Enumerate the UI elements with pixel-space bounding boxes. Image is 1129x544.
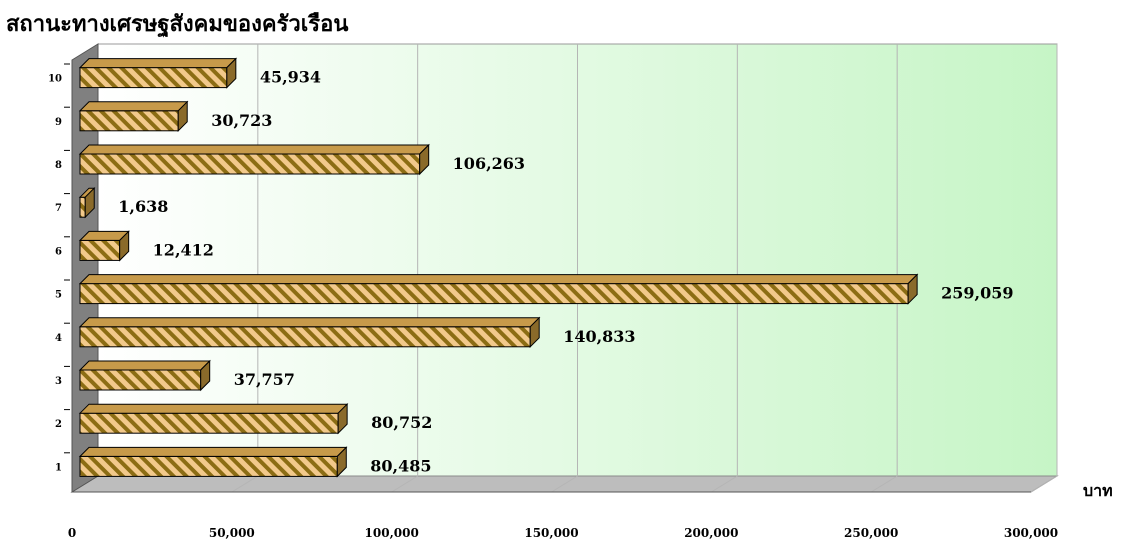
bar-top-face bbox=[78, 274, 919, 285]
category-label: 7 bbox=[55, 203, 62, 214]
bar bbox=[79, 67, 228, 89]
x-tick-label: 100,000 bbox=[365, 526, 419, 540]
data-label: 1,638 bbox=[118, 197, 168, 216]
x-tick-label: 250,000 bbox=[844, 526, 898, 540]
bar bbox=[79, 196, 86, 218]
category-label: 1 bbox=[55, 462, 62, 473]
data-label: 80,485 bbox=[370, 456, 431, 475]
gridline-floor bbox=[1030, 475, 1058, 493]
category-label: 6 bbox=[55, 246, 62, 257]
bar-side-face bbox=[336, 446, 347, 478]
bar bbox=[79, 283, 909, 305]
category-label: 5 bbox=[55, 290, 62, 301]
data-label: 106,263 bbox=[453, 154, 525, 173]
bar bbox=[79, 153, 421, 175]
data-label: 37,757 bbox=[234, 370, 295, 389]
category-label: 10 bbox=[48, 74, 62, 85]
bar bbox=[79, 412, 339, 434]
bar-side-face bbox=[177, 100, 188, 133]
bar bbox=[79, 326, 531, 348]
gridline-floor bbox=[231, 475, 259, 493]
gridline-floor bbox=[391, 475, 418, 493]
bar-side-face bbox=[84, 186, 95, 219]
bar-top-face bbox=[78, 101, 189, 112]
category-label: 8 bbox=[55, 160, 62, 171]
bar-side-face bbox=[529, 316, 540, 349]
category-label: 3 bbox=[55, 376, 62, 387]
bar-side-face bbox=[337, 402, 348, 435]
data-label: 140,833 bbox=[563, 327, 635, 346]
bar-side-face bbox=[419, 143, 430, 176]
bar-side-face bbox=[226, 57, 237, 89]
category-label: 4 bbox=[55, 333, 62, 344]
gridline-floor bbox=[711, 475, 738, 493]
data-label: 80,752 bbox=[371, 413, 432, 432]
bar bbox=[79, 455, 338, 477]
bar-top-face bbox=[78, 144, 430, 155]
chart-title: สถานะทางเศรษฐสังคมของครัวเรือน bbox=[6, 12, 349, 37]
gridline-floor bbox=[551, 475, 578, 493]
bar-top-face bbox=[78, 360, 211, 371]
x-tick-label: 200,000 bbox=[684, 526, 738, 540]
x-tick-label: 300,000 bbox=[1004, 526, 1058, 540]
x-tick-label: 0 bbox=[68, 526, 76, 540]
category-label: 9 bbox=[55, 117, 62, 128]
bar bbox=[79, 369, 202, 391]
bar-top-face bbox=[78, 58, 238, 69]
gridline-floor bbox=[870, 475, 898, 493]
x-tick-label: 150,000 bbox=[524, 526, 578, 540]
x-axis-unit-label: บาท bbox=[1083, 481, 1113, 500]
bar-side-face bbox=[907, 273, 918, 305]
data-label: 259,059 bbox=[941, 284, 1013, 303]
x-tick-label: 50,000 bbox=[209, 526, 255, 540]
data-label: 12,412 bbox=[153, 240, 214, 259]
data-label: 30,723 bbox=[211, 111, 272, 130]
bar-top-face bbox=[78, 446, 348, 457]
bar bbox=[79, 110, 179, 132]
bar-side-face bbox=[200, 359, 211, 392]
bar-side-face bbox=[119, 230, 130, 262]
data-label: 45,934 bbox=[260, 68, 321, 87]
bar-top-face bbox=[78, 317, 541, 328]
category-label: 2 bbox=[55, 419, 62, 430]
bar bbox=[79, 239, 121, 261]
bar-top-face bbox=[78, 403, 349, 414]
